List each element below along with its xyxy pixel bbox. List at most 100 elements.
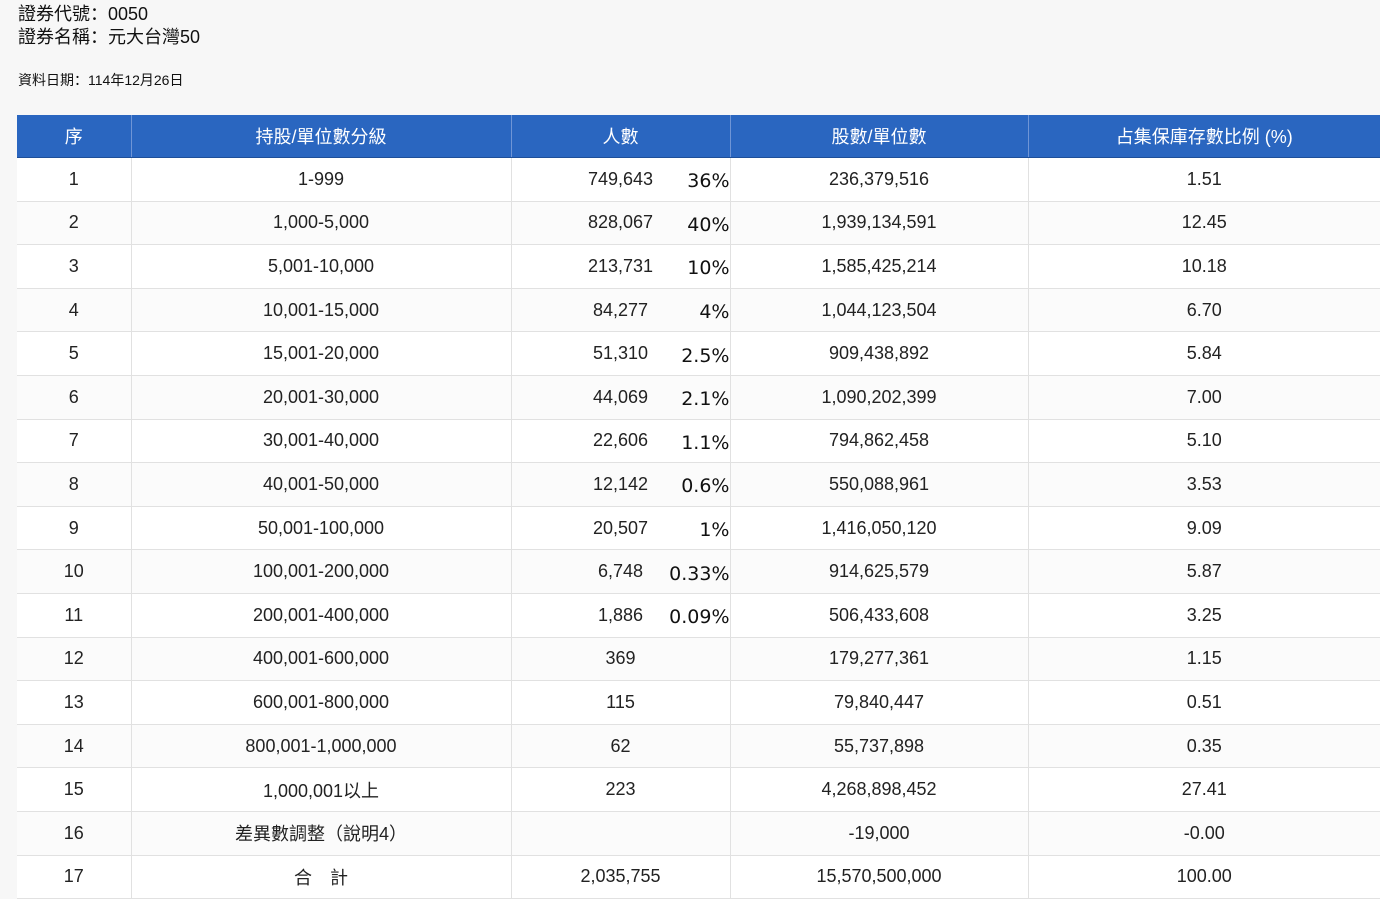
table-row: 4 10,001-15,000 84,277 4% 1,044,123,504 6.70 <box>17 288 1380 333</box>
security-info: 證券代號：0050 證券名稱：元大台灣50 <box>18 3 200 49</box>
table-row: 12 400,001-600,000 369 179,277,361 1.15 <box>17 637 1380 682</box>
holders-percent-annotation: 0.09% <box>669 605 730 628</box>
holders-percent-annotation: 10% <box>687 257 730 280</box>
holders-value: 84,277 <box>592 299 649 320</box>
seq-cell: 12 <box>17 637 132 682</box>
holders-value: 115 <box>606 691 635 712</box>
ratio-cell: -0.00 <box>1028 811 1380 856</box>
level-cell: 600,001-800,000 <box>131 680 512 725</box>
column-header-seq: 序 <box>17 115 132 158</box>
level-cell: 1-999 <box>131 157 512 202</box>
holders-value: 6,748 <box>597 561 644 582</box>
level-cell: 合 計 <box>131 855 512 899</box>
column-header-level: 持股/單位數分級 <box>131 115 512 158</box>
level-cell: 30,001-40,000 <box>131 419 512 464</box>
table-row: 3 5,001-10,000 213,731 10% 1,585,425,214 10.1… <box>17 244 1380 289</box>
ratio-cell: 3.25 <box>1028 593 1380 638</box>
holders-cell: 20,507 1% <box>511 506 731 551</box>
shares-cell: -19,000 <box>730 811 1029 856</box>
holders-value: 20,507 <box>592 517 649 538</box>
holders-cell: 223 <box>511 767 731 812</box>
holders-value: 62 <box>610 735 631 756</box>
seq-cell: 11 <box>17 593 132 638</box>
level-cell: 200,001-400,000 <box>131 593 512 638</box>
shares-cell: 1,416,050,120 <box>730 506 1029 551</box>
table-row: 8 40,001-50,000 12,142 0.6% 550,088,961 3.53 <box>17 462 1380 507</box>
seq-cell: 1 <box>17 157 132 202</box>
table-row: 6 20,001-30,000 44,069 2.1% 1,090,202,399 7.0… <box>17 375 1380 420</box>
holders-cell: 6,748 0.33% <box>511 549 731 594</box>
holders-cell: 115 <box>511 680 731 725</box>
seq-cell: 6 <box>17 375 132 420</box>
ratio-cell: 9.09 <box>1028 506 1380 551</box>
shares-cell: 1,585,425,214 <box>730 244 1029 289</box>
holders-percent-annotation: 36% <box>687 170 730 193</box>
column-header-ratio: 占集保庫存數比例 (%) <box>1028 115 1380 158</box>
holders-value: 12,142 <box>592 473 649 494</box>
shares-cell: 909,438,892 <box>730 331 1029 376</box>
holders-cell: 2,035,755 <box>511 855 731 899</box>
table-row: 15 1,000,001以上 223 4,268,898,452 27.41 <box>17 767 1380 812</box>
seq-cell: 16 <box>17 811 132 856</box>
table-row: 14 800,001-1,000,000 62 55,737,898 0.35 <box>17 724 1380 769</box>
holders-percent-annotation: 1.1% <box>681 431 730 454</box>
shares-cell: 79,840,447 <box>730 680 1029 725</box>
holders-percent-annotation: 4% <box>699 300 730 323</box>
ratio-cell: 1.51 <box>1028 157 1380 202</box>
shares-cell: 506,433,608 <box>730 593 1029 638</box>
table-row: 7 30,001-40,000 22,606 1.1% 794,862,458 5.10 <box>17 419 1380 464</box>
holders-cell: 84,277 4% <box>511 288 731 333</box>
shares-cell: 179,277,361 <box>730 637 1029 682</box>
table-row: 2 1,000-5,000 828,067 40% 1,939,134,591 12.45 <box>17 201 1380 246</box>
table-row: 11 200,001-400,000 1,886 0.09% 506,433,608 3.… <box>17 593 1380 638</box>
seq-cell: 8 <box>17 462 132 507</box>
holders-percent-annotation: 2.5% <box>681 344 730 367</box>
seq-cell: 2 <box>17 201 132 246</box>
level-cell: 50,001-100,000 <box>131 506 512 551</box>
holders-value: 51,310 <box>592 343 649 364</box>
level-cell: 800,001-1,000,000 <box>131 724 512 769</box>
seq-cell: 3 <box>17 244 132 289</box>
holders-percent-annotation: 1% <box>699 518 730 541</box>
level-cell: 1,000,001以上 <box>131 767 512 812</box>
holders-value: 828,067 <box>587 212 654 233</box>
table-row: 10 100,001-200,000 6,748 0.33% 914,625,579 5.… <box>17 549 1380 594</box>
seq-cell: 9 <box>17 506 132 551</box>
ratio-cell: 1.15 <box>1028 637 1380 682</box>
seq-cell: 14 <box>17 724 132 769</box>
seq-cell: 13 <box>17 680 132 725</box>
data-date: 資料日期：114年12月26日 <box>18 72 184 88</box>
ratio-cell: 6.70 <box>1028 288 1380 333</box>
shareholding-distribution-table: 序 持股/單位數分級 人數 股數/單位數 占集保庫存數比例 (%) 1 1-999… <box>17 115 1380 899</box>
seq-cell: 17 <box>17 855 132 899</box>
shares-cell: 1,044,123,504 <box>730 288 1029 333</box>
seq-cell: 7 <box>17 419 132 464</box>
holders-cell: 1,886 0.09% <box>511 593 731 638</box>
level-cell: 5,001-10,000 <box>131 244 512 289</box>
holders-cell: 369 <box>511 637 731 682</box>
level-cell: 1,000-5,000 <box>131 201 512 246</box>
level-cell: 40,001-50,000 <box>131 462 512 507</box>
level-cell: 400,001-600,000 <box>131 637 512 682</box>
holders-value: 213,731 <box>587 255 654 276</box>
security-code: 證券代號：0050 <box>18 4 149 24</box>
holders-cell: 44,069 2.1% <box>511 375 731 420</box>
table-row: 16 差異數調整（說明4） -19,000 -0.00 <box>17 811 1380 856</box>
ratio-cell: 100.00 <box>1028 855 1380 899</box>
table-row: 5 15,001-20,000 51,310 2.5% 909,438,892 5.84 <box>17 331 1380 376</box>
holders-value: 22,606 <box>592 430 649 451</box>
holders-percent-annotation: 2.1% <box>681 388 730 411</box>
level-cell: 100,001-200,000 <box>131 549 512 594</box>
seq-cell: 5 <box>17 331 132 376</box>
holders-percent-annotation: 40% <box>687 213 730 236</box>
holders-value: 2,035,755 <box>580 866 661 887</box>
holders-cell <box>511 811 731 856</box>
holders-cell: 62 <box>511 724 731 769</box>
table-row: 17 合 計 2,035,755 15,570,500,000 100.00 <box>17 855 1380 899</box>
holders-value: 223 <box>605 779 636 800</box>
shares-cell: 914,625,579 <box>730 549 1029 594</box>
ratio-cell: 5.87 <box>1028 549 1380 594</box>
shares-cell: 1,939,134,591 <box>730 201 1029 246</box>
holders-cell: 213,731 10% <box>511 244 731 289</box>
ratio-cell: 7.00 <box>1028 375 1380 420</box>
